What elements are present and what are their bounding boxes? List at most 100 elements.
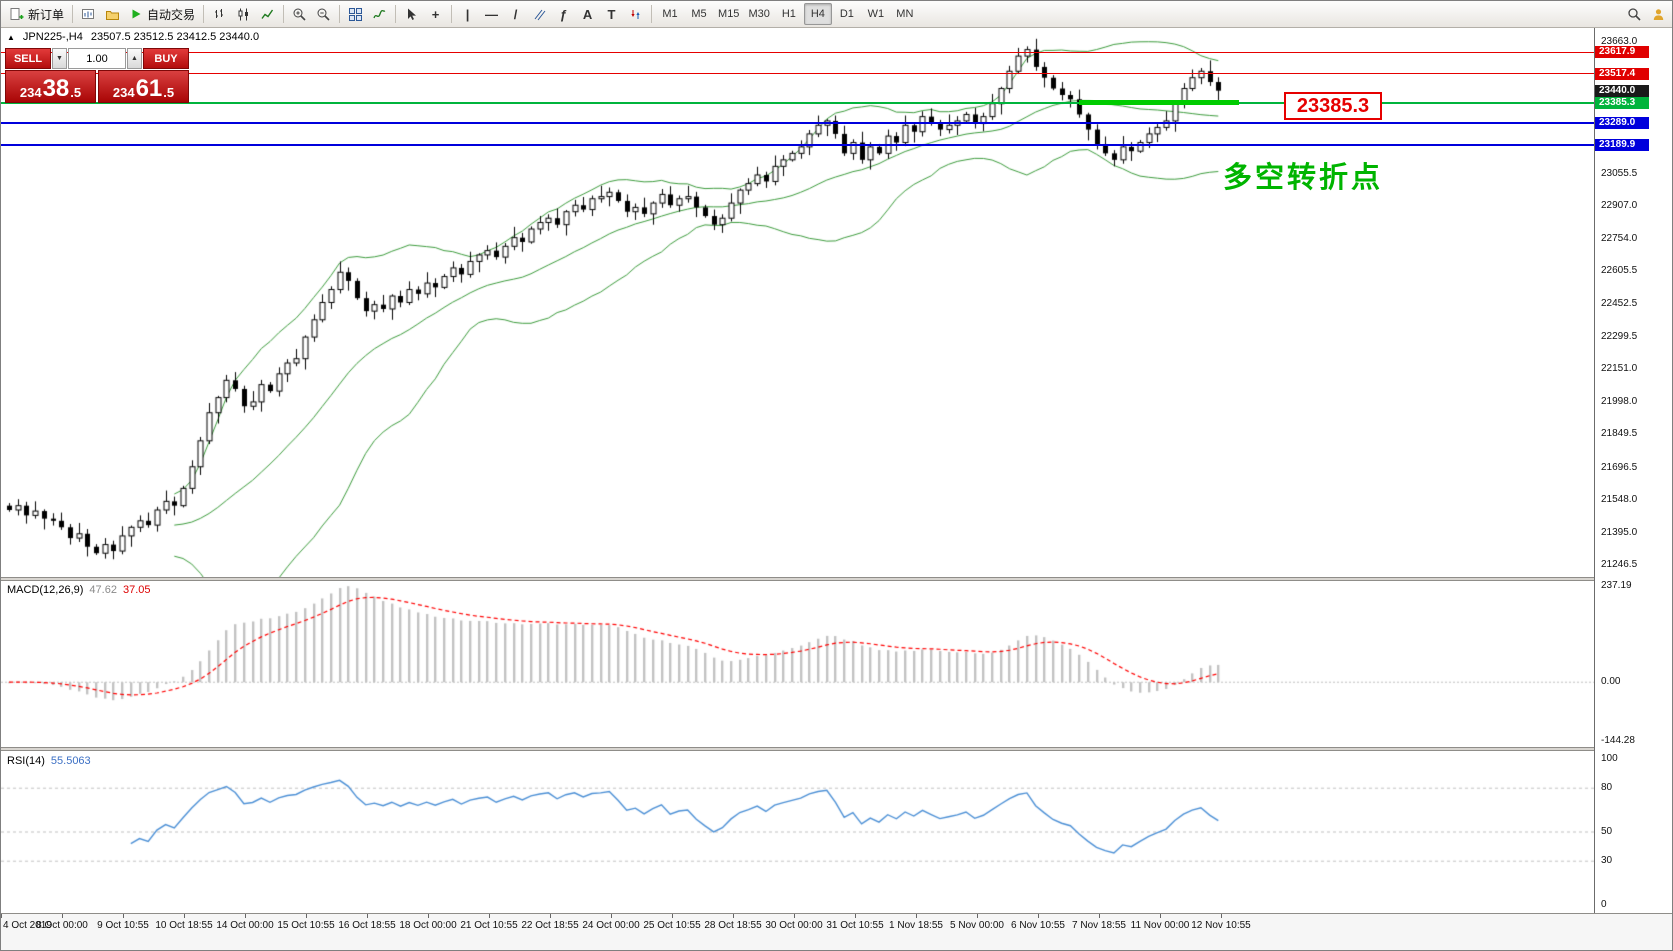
bar-chart-button[interactable] (208, 3, 231, 25)
candlestick-chart-button[interactable] (232, 3, 255, 25)
timeframe-h4-button[interactable]: H4 (803, 3, 832, 25)
timeframe-h1-button[interactable]: H1 (775, 3, 803, 25)
price-axis-label: 21998.0 (1601, 396, 1638, 408)
price-digits: .5 (163, 85, 175, 100)
price-axis-label: 23055.5 (1601, 167, 1638, 179)
timeframe-mn-button[interactable]: MN (891, 3, 919, 25)
macd-indicator-label: MACD(12,26,9) 47.62 37.05 (7, 584, 150, 596)
time-tick (794, 914, 795, 918)
sell-price-display[interactable]: 234 38.5 (5, 70, 96, 103)
trendline-button[interactable]: / (504, 3, 527, 25)
rsi-axis-label: 100 (1601, 753, 1618, 764)
price-axis[interactable]: 23663.0 23055.5 22907.0 22754.0 22605.5 22452… (1594, 28, 1672, 913)
timeframe-m1-button[interactable]: M1 (656, 3, 684, 25)
timeframe-d1-button[interactable]: D1 (833, 3, 861, 25)
macd-signal-value: 37.05 (122, 584, 151, 596)
time-axis[interactable]: 4 Oct 2019 8 Oct 00:00 9 Oct 10:55 10 Oct 1… (1, 913, 1672, 950)
rsi-indicator-label: RSI(14) 55.5063 (7, 755, 91, 767)
new-chart-icon (82, 8, 95, 19)
buy-price-display[interactable]: 234 61.5 (98, 70, 189, 103)
panel-separator[interactable] (1, 577, 1672, 581)
price-axis-label: 22754.0 (1601, 232, 1638, 244)
macd-canvas[interactable] (1, 581, 1594, 747)
time-tick (1, 914, 2, 918)
sell-button[interactable]: SELL (5, 48, 51, 69)
volume-input[interactable] (68, 48, 126, 69)
rsi-canvas[interactable] (1, 751, 1594, 913)
timeframe-w1-button[interactable]: W1 (862, 3, 890, 25)
autotrading-button[interactable]: 自动交易 (125, 3, 199, 25)
time-axis-label: 16 Oct 18:55 (338, 920, 396, 931)
price-digits: 234 (112, 85, 135, 100)
indicators-icon (373, 9, 386, 18)
toolbar-separator (451, 5, 453, 23)
timeframe-m15-button[interactable]: M15 (714, 3, 743, 25)
vertical-line-button[interactable]: | (456, 3, 479, 25)
time-tick (184, 914, 185, 918)
bar-chart-icon (215, 8, 224, 18)
time-axis-label: 14 Oct 00:00 (216, 920, 274, 931)
text-button[interactable]: A (576, 3, 599, 25)
price-digits: 38 (42, 74, 70, 102)
time-axis-label: 7 Nov 18:55 (1072, 920, 1126, 931)
new-order-button[interactable]: 新订单 (5, 3, 68, 25)
time-tick (306, 914, 307, 918)
channel-button[interactable] (528, 3, 551, 25)
symbol-title: JPN225-,H4 (22, 31, 83, 43)
chart-window: ▲ JPN225-,H4 23507.5 23512.5 23412.5 234… (1, 28, 1672, 913)
macd-main-value: 47.62 (89, 584, 117, 596)
channel-icon (534, 9, 546, 20)
time-axis-label: 22 Oct 18:55 (521, 920, 579, 931)
time-tick (855, 914, 856, 918)
search-button[interactable] (1623, 3, 1646, 25)
zoom-out-button[interactable] (312, 3, 335, 25)
time-axis-label: 10 Oct 18:55 (155, 920, 213, 931)
buy-button[interactable]: BUY (143, 48, 189, 69)
crosshair-button[interactable]: + (424, 3, 447, 25)
time-axis-label: 1 Nov 18:55 (889, 920, 943, 931)
indicators-button[interactable] (368, 3, 391, 25)
chart-marker-icon: ▲ (7, 32, 15, 42)
support-segment (1079, 100, 1240, 105)
search-icon (1628, 7, 1641, 21)
price-axis-label: 22151.0 (1601, 363, 1638, 375)
fibonacci-button[interactable]: ƒ (552, 3, 575, 25)
price-digits: 234 (19, 85, 42, 100)
time-tick (245, 914, 246, 918)
label-button[interactable]: T (600, 3, 623, 25)
profiles-button[interactable] (101, 3, 124, 25)
profiles-folder-icon (106, 10, 120, 20)
symbol-ohlc: 23507.5 23512.5 23412.5 23440.0 (90, 31, 260, 43)
price-tag: 23617.9 (1595, 46, 1649, 59)
price-axis-label: 21849.5 (1601, 428, 1638, 440)
arrows-button[interactable] (624, 3, 647, 25)
price-tag: 23289.0 (1595, 117, 1649, 130)
time-tick (733, 914, 734, 918)
timeframe-m5-button[interactable]: M5 (685, 3, 713, 25)
time-axis-label: 18 Oct 00:00 (399, 920, 457, 931)
community-button[interactable] (1647, 3, 1670, 25)
candlestick-chart-icon (238, 8, 249, 20)
volume-down-button[interactable]: ▼ (52, 48, 67, 69)
cursor-button[interactable] (400, 3, 423, 25)
price-axis-label: 22605.5 (1601, 265, 1638, 277)
timeframe-m30-button[interactable]: M30 (744, 3, 773, 25)
zoom-in-button[interactable] (288, 3, 311, 25)
toolbar-separator (339, 5, 341, 23)
volume-up-button[interactable]: ▲ (127, 48, 142, 69)
new-chart-button[interactable] (77, 3, 100, 25)
price-tag: 23189.9 (1595, 138, 1649, 151)
line-chart-button[interactable] (256, 3, 279, 25)
tile-windows-button[interactable] (344, 3, 367, 25)
time-axis-label: 24 Oct 00:00 (582, 920, 640, 931)
time-axis-label: 30 Oct 00:00 (765, 920, 823, 931)
horizontal-line-button[interactable]: — (480, 3, 503, 25)
time-tick (123, 914, 124, 918)
time-tick (550, 914, 551, 918)
time-tick (489, 914, 490, 918)
panel-separator[interactable] (1, 747, 1672, 751)
new-order-label: 新订单 (28, 7, 65, 22)
time-tick (1099, 914, 1100, 918)
